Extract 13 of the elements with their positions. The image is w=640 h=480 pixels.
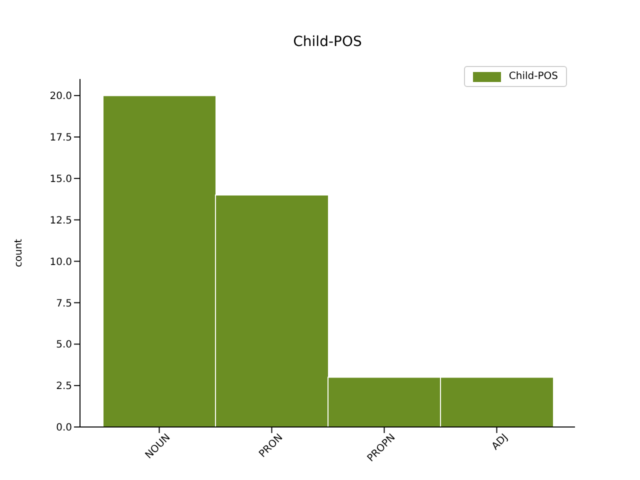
- y-axis-title: count: [14, 238, 25, 268]
- y-tick-label: 17.5: [50, 132, 72, 144]
- chart-title: Child-POS: [292, 34, 363, 50]
- y-tick-label: 20.0: [50, 91, 72, 102]
- y-tick-label: 2.5: [56, 381, 72, 392]
- y-tick-label: 15.0: [50, 174, 72, 185]
- y-tick-label: 0.0: [56, 422, 72, 434]
- y-tick-label: 10.0: [50, 256, 72, 268]
- x-tick-label: ADJ: [490, 432, 510, 452]
- y-tick-label: 7.5: [56, 298, 72, 310]
- y-tick-label: 12.5: [50, 215, 72, 226]
- y-tick-label: 5.0: [56, 340, 72, 351]
- legend-label: Child-POS: [508, 71, 558, 82]
